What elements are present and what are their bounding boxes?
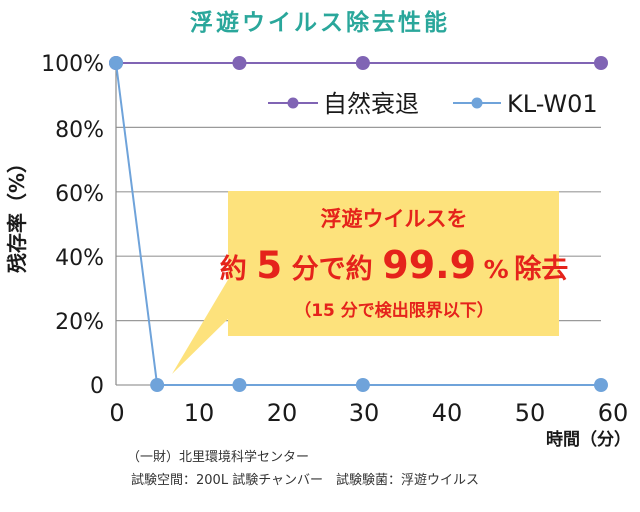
series-kl-w01 xyxy=(109,56,608,392)
data-point-marker xyxy=(355,56,370,70)
data-point-marker xyxy=(232,56,247,70)
callout-number-5: 5 xyxy=(256,244,282,287)
x-tick-label: 60 xyxy=(598,399,629,427)
callout-percent: % xyxy=(484,255,509,284)
footnote-source: （一財）北里環境科学センター xyxy=(127,449,309,465)
callout-box xyxy=(228,191,559,336)
y-tick-label: 100% xyxy=(41,52,104,77)
chart-title: 浮遊ウイルス除去性能 xyxy=(190,9,450,36)
data-point-marker xyxy=(109,56,123,70)
x-tick-label: 50 xyxy=(515,399,546,427)
callout-text-part: 約 xyxy=(220,253,247,285)
data-point-marker xyxy=(355,378,370,392)
x-axis-label: 時間（分） xyxy=(546,429,631,450)
x-tick-label: 40 xyxy=(432,399,463,427)
data-point-marker xyxy=(594,56,608,70)
y-tick-label: 20% xyxy=(55,310,104,335)
data-point-marker xyxy=(150,378,165,392)
data-point-marker xyxy=(594,378,608,392)
legend-item-kl-w01: KL-W01 xyxy=(453,90,598,118)
callout-text-part: 分で約 xyxy=(292,253,373,285)
y-tick-label: 40% xyxy=(55,246,104,271)
x-tick-label: 20 xyxy=(267,399,298,427)
footnote-conditions: 試験空間：200L 試験チャンバー 試験験菌：浮遊ウイルス xyxy=(131,472,479,488)
callout-line-3: （15 分で検出限界以下） xyxy=(294,300,494,321)
legend: 自然衰退 KL-W01 xyxy=(268,90,598,118)
x-tick-label: 0 xyxy=(109,399,124,427)
callout-number-99-9: 99.9 xyxy=(382,243,476,287)
data-point-marker xyxy=(232,378,247,392)
legend-label: KL-W01 xyxy=(507,90,598,118)
x-axis-ticks: 0 10 20 30 40 50 60 xyxy=(109,399,628,427)
y-tick-label: 80% xyxy=(55,118,104,143)
y-tick-label: 60% xyxy=(55,182,104,207)
y-axis-ticks: 100% 80% 60% 40% 20% 0 xyxy=(41,52,104,399)
legend-marker-icon xyxy=(471,97,483,109)
callout-text-part: 除去 xyxy=(514,253,568,285)
callout-pointer xyxy=(172,278,229,374)
x-tick-label: 30 xyxy=(349,399,380,427)
y-axis-label: 残存率（%） xyxy=(5,153,29,273)
x-tick-label: 10 xyxy=(184,399,215,427)
callout: 浮遊ウイルスを 約 5 分で約 99.9 % 除去 （15 分で検出限界以下） xyxy=(172,191,568,374)
callout-line-1: 浮遊ウイルスを xyxy=(321,207,468,231)
legend-label: 自然衰退 xyxy=(323,90,419,118)
y-tick-label: 0 xyxy=(90,374,104,399)
legend-item-natural-decay: 自然衰退 xyxy=(268,90,419,118)
callout-line-2: 約 5 分で約 99.9 % 除去 xyxy=(220,243,568,287)
legend-marker-icon xyxy=(287,97,299,109)
data-series xyxy=(109,56,608,392)
series-natural-decay xyxy=(109,56,608,70)
